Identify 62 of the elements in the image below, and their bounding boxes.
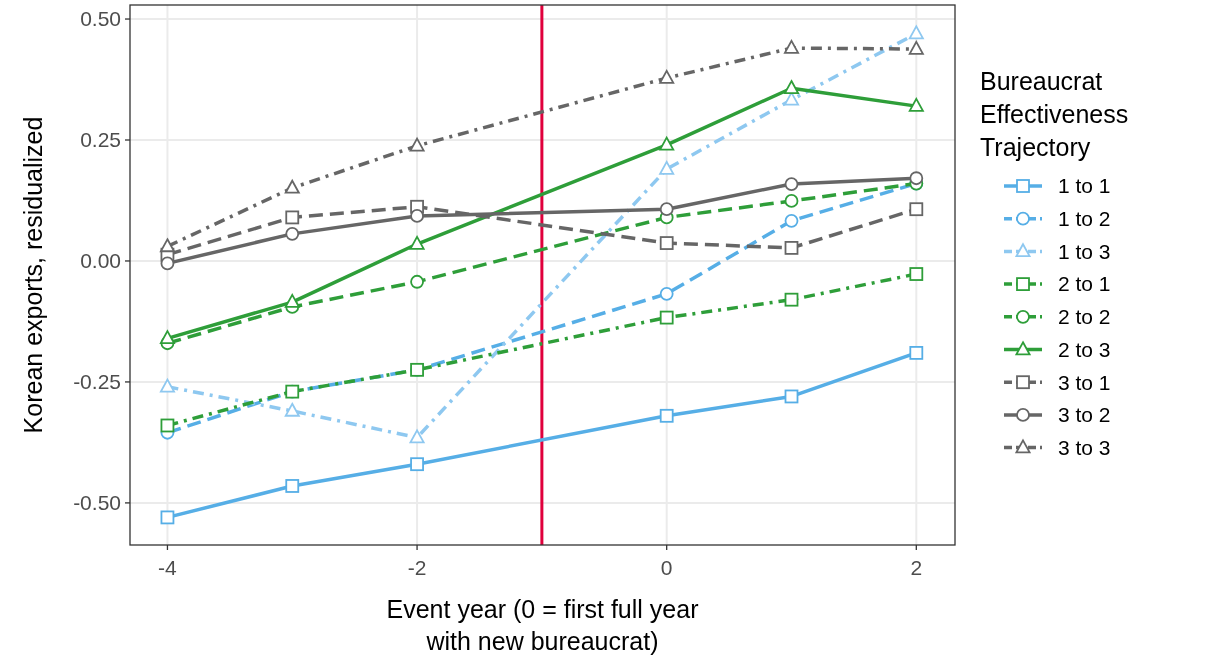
point [784, 213, 799, 228]
point [784, 194, 799, 208]
point [659, 236, 674, 250]
point [409, 235, 425, 250]
point [659, 408, 674, 423]
point [784, 39, 799, 54]
point [409, 429, 425, 444]
x-axis-title: Event year (0 = first full year with new bureaucrat) [386, 595, 699, 655]
point [659, 202, 674, 217]
legend-label: 1 to 2 [1058, 207, 1111, 231]
y-tick-label: -0.50 [73, 491, 121, 515]
x-tick-label: -2 [407, 556, 427, 579]
point [284, 294, 300, 308]
point [909, 202, 924, 217]
point [659, 160, 675, 175]
legend-label: 3 to 3 [1058, 435, 1111, 459]
legend-label: 3 to 1 [1058, 370, 1111, 394]
x-tick-label: 2 [910, 556, 923, 579]
point [285, 479, 300, 493]
legend-label: 2 to 3 [1058, 337, 1111, 361]
point [410, 209, 424, 223]
point [160, 510, 175, 525]
point [784, 389, 799, 404]
point [908, 25, 924, 40]
point [784, 177, 799, 191]
point [159, 378, 175, 393]
x-tick-label: -4 [158, 556, 178, 579]
point [409, 137, 425, 152]
point [784, 241, 799, 255]
point [285, 226, 300, 241]
point [410, 457, 424, 472]
point [784, 80, 799, 94]
point [160, 418, 175, 433]
point [909, 267, 924, 281]
y-tick-label: 0.25 [80, 128, 121, 152]
point [159, 330, 175, 345]
legend-label: 1 to 3 [1058, 239, 1111, 263]
legend-label: 1 to 1 [1058, 174, 1111, 198]
point [659, 286, 674, 301]
point [160, 256, 175, 271]
point [659, 310, 674, 325]
legend-label: 2 to 2 [1058, 305, 1111, 329]
point [909, 171, 924, 186]
point [659, 69, 675, 84]
point [285, 210, 300, 225]
point [284, 179, 300, 194]
point [410, 274, 424, 289]
legend-label: 2 to 1 [1058, 272, 1111, 296]
x-tick-label: 0 [660, 556, 673, 579]
point [159, 238, 175, 253]
point [784, 292, 799, 307]
legend-title: Bureaucrat Effectiveness Trajectory [980, 67, 1129, 161]
y-tick-label: -0.25 [73, 370, 121, 394]
y-tick-label: 0.00 [80, 249, 121, 273]
y-tick-label: 0.50 [80, 7, 121, 31]
point [284, 402, 300, 417]
point [908, 40, 924, 55]
point [909, 346, 924, 360]
point [659, 136, 675, 151]
legend-label: 3 to 2 [1058, 403, 1111, 427]
point [908, 98, 924, 112]
y-axis-title: Korean exports, residualized [19, 116, 47, 434]
